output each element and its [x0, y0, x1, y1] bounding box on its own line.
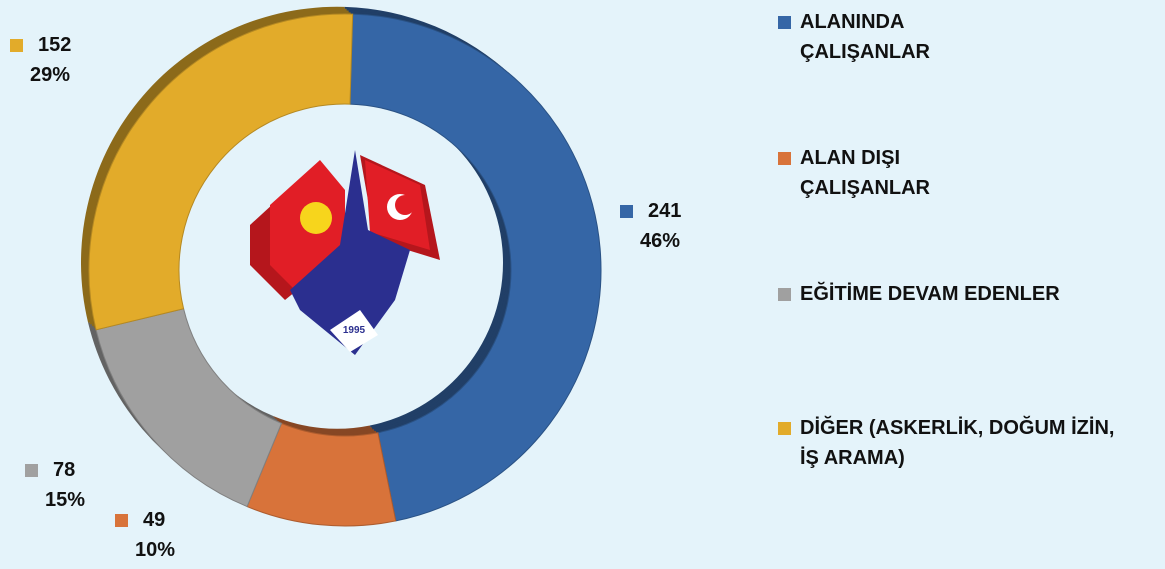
label-percent: 10%	[135, 539, 176, 561]
label-percent: 15%	[45, 489, 86, 511]
data-label: 241 46%	[620, 196, 681, 256]
legend-swatch	[778, 288, 791, 301]
legend-swatch	[778, 422, 791, 435]
slice	[349, 13, 602, 522]
label-swatch	[115, 514, 128, 527]
year-badge	[330, 310, 378, 352]
legend-swatch	[778, 16, 791, 29]
legend-label: ALANINDA ÇALIŞANLAR	[800, 11, 930, 63]
legend-label: ALAN DIŞI ÇALIŞANLAR	[800, 147, 930, 199]
legend-item: EĞİTİME DEVAM EDENLER	[778, 279, 1060, 309]
logo-year: 1995	[343, 325, 366, 336]
label-value: 78	[53, 459, 76, 481]
legend-item: ALAN DIŞI ÇALIŞANLAR	[778, 143, 930, 203]
label-percent: 29%	[30, 64, 71, 86]
data-label: 49 10%	[115, 505, 175, 565]
label-value: 241	[648, 200, 682, 222]
label-swatch	[620, 205, 633, 218]
label-value: 152	[38, 34, 72, 56]
label-swatch	[25, 464, 38, 477]
legend-item: DİĞER (ASKERLİK, DOĞUM İZİN, İŞ ARAMA)	[778, 413, 1114, 473]
legend-label: EĞİTİME DEVAM EDENLER	[800, 283, 1060, 305]
legend-item: ALANINDA ÇALIŞANLAR	[778, 7, 930, 67]
slice	[88, 13, 354, 331]
legend-label: DİĞER (ASKERLİK, DOĞUM İZİN, İŞ ARAMA)	[800, 417, 1115, 469]
logo: 1995	[250, 150, 440, 355]
legend-swatch	[778, 152, 791, 165]
emblem	[290, 150, 410, 355]
slices	[80, 6, 602, 527]
label-swatch	[10, 39, 23, 52]
sun	[300, 202, 332, 234]
label-percent: 46%	[640, 230, 681, 252]
crescent-cut	[395, 195, 415, 215]
data-label: 78 15%	[25, 455, 85, 515]
data-label: 152 29%	[10, 30, 71, 90]
label-value: 49	[143, 509, 166, 531]
